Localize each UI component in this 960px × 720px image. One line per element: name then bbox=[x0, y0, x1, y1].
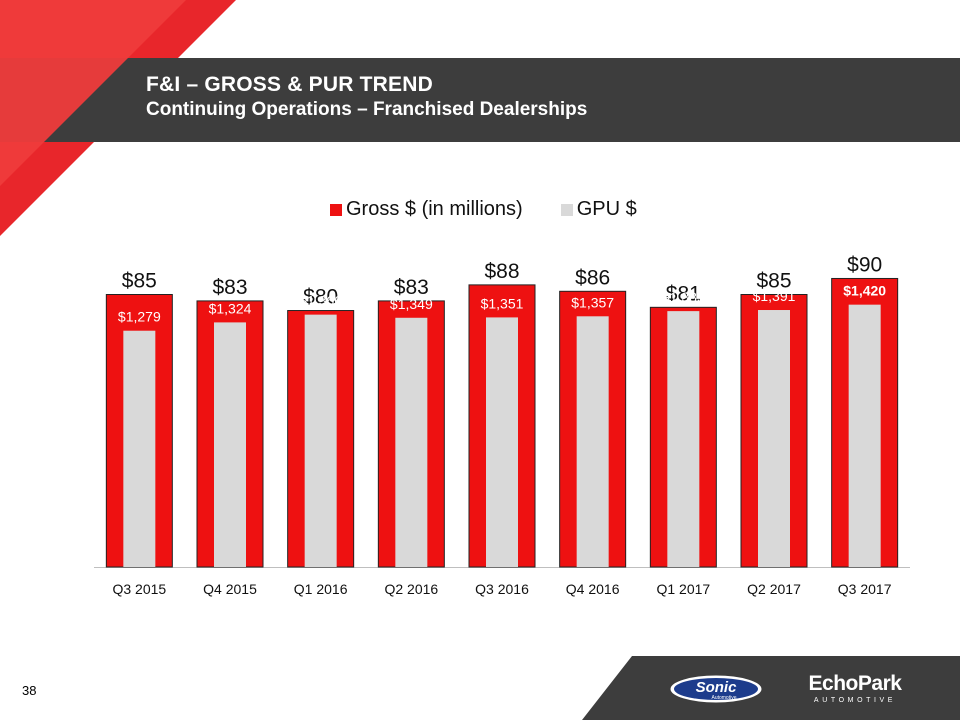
legend-swatch-gpu bbox=[560, 203, 573, 216]
gpu-data-label: $1,351 bbox=[481, 295, 524, 311]
header-bar bbox=[0, 58, 960, 142]
echopark-logo: EchoPark AUTOMOTIVE bbox=[800, 672, 910, 708]
gpu-bar bbox=[304, 314, 337, 567]
gpu-bar bbox=[214, 322, 246, 567]
accent-red-triangle-front bbox=[0, 0, 186, 186]
gross-data-label: $85 bbox=[122, 270, 157, 293]
gpu-bar bbox=[848, 304, 881, 567]
page-number: 38 bbox=[22, 683, 37, 698]
sonic-logo-text: Sonic bbox=[696, 679, 737, 696]
gross-data-label: $81 bbox=[666, 282, 701, 305]
legend-item-gross: Gross $ (in millions) bbox=[330, 198, 523, 221]
gross-data-label: $83 bbox=[394, 276, 429, 299]
x-tick-label: Q3 2015 bbox=[112, 581, 166, 597]
gross-data-label: $86 bbox=[575, 266, 610, 289]
sonic-logo-subtext: Automotive bbox=[711, 695, 736, 701]
gpu-data-label: $1,349 bbox=[390, 296, 433, 312]
legend-label-gross: Gross $ (in millions) bbox=[346, 198, 523, 220]
gpu-data-label: $1,357 bbox=[571, 294, 614, 310]
title-block: F&I – GROSS & PUR TREND Continuing Opera… bbox=[146, 72, 587, 122]
gpu-data-label: $1,279 bbox=[118, 309, 161, 325]
sonic-automotive-logo: Sonic Automotive bbox=[669, 674, 763, 704]
gpu-data-label: $1,391 bbox=[753, 288, 796, 304]
x-tick-label: Q3 2016 bbox=[475, 581, 529, 597]
x-tick-label: Q2 2017 bbox=[747, 581, 801, 597]
slide-title: F&I – GROSS & PUR TREND bbox=[146, 73, 433, 96]
gross-data-label: $90 bbox=[847, 253, 882, 276]
x-tick-label: Q4 2016 bbox=[566, 581, 620, 597]
gross-data-label: $83 bbox=[212, 276, 247, 299]
gpu-data-label: $1,366 bbox=[299, 293, 342, 309]
legend-label-gpu: GPU $ bbox=[576, 198, 637, 220]
x-tick-label: Q3 2017 bbox=[838, 581, 892, 597]
gpu-data-label: $1,385 bbox=[662, 289, 705, 305]
legend-item-gpu: GPU $ bbox=[560, 198, 637, 221]
gross-data-label: $88 bbox=[484, 260, 519, 283]
gross-data-label: $80 bbox=[303, 286, 338, 309]
gross-data-label: $85 bbox=[756, 270, 791, 293]
gpu-bar bbox=[667, 311, 700, 567]
x-tick-label: Q4 2015 bbox=[203, 581, 257, 597]
gpu-bar bbox=[123, 330, 156, 567]
gpu-bar bbox=[758, 310, 790, 567]
slide-subtitle: Continuing Operations – Franchised Deale… bbox=[146, 99, 588, 120]
gpu-bar bbox=[395, 317, 428, 567]
echopark-logo-text: EchoPark bbox=[808, 672, 902, 695]
chart-legend: Gross $ (in millions) GPU $ bbox=[330, 198, 675, 221]
x-tick-label: Q1 2017 bbox=[656, 581, 710, 597]
x-tick-label: Q2 2016 bbox=[384, 581, 438, 597]
echopark-logo-subtext: AUTOMOTIVE bbox=[813, 697, 897, 704]
gpu-bar bbox=[576, 316, 609, 567]
x-tick-label: Q1 2016 bbox=[294, 581, 348, 597]
gpu-data-label: $1,324 bbox=[209, 300, 252, 316]
footer-bar bbox=[582, 656, 960, 720]
legend-swatch-gross bbox=[330, 203, 342, 216]
gpu-bar bbox=[486, 317, 518, 567]
gpu-data-label: $1,420 bbox=[843, 283, 886, 299]
